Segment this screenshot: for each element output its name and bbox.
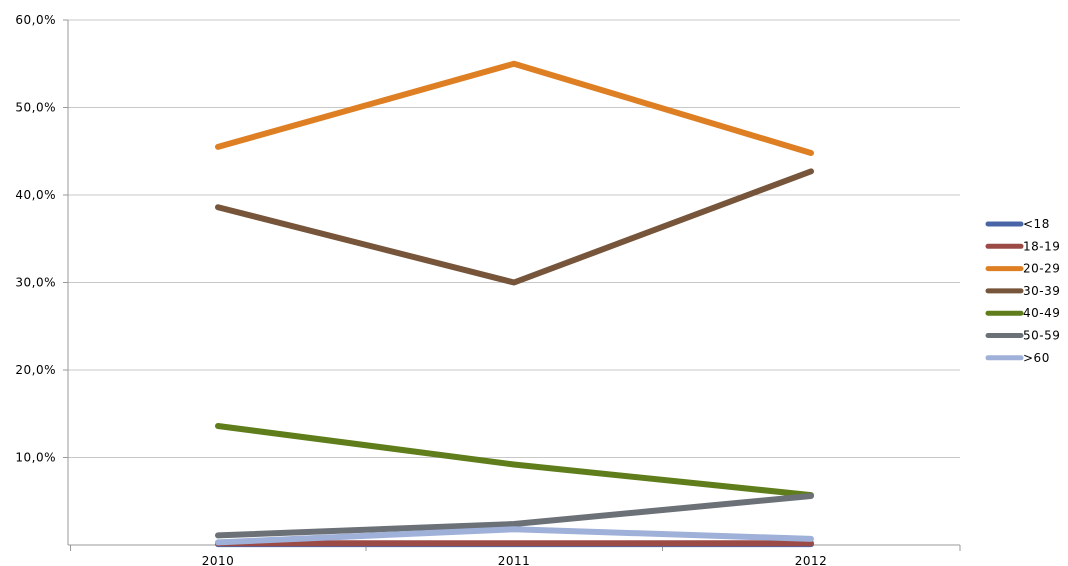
y-tick-label: 30,0% xyxy=(15,276,56,290)
x-axis-tick-labels: 2010 2011 2012 xyxy=(202,554,828,566)
x-tick-label: 2011 xyxy=(498,554,531,566)
legend-label: 20-29 xyxy=(1023,262,1060,276)
series-lines xyxy=(215,60,814,548)
x-tick-label: 2010 xyxy=(202,554,235,566)
y-tick-label: 60,0% xyxy=(15,13,56,27)
legend-label: <18 xyxy=(1023,217,1050,231)
series-line-4 xyxy=(215,423,814,499)
legend: <18 18-19 20-29 30-39 40-49 50-59 >60 xyxy=(985,217,1060,365)
legend-label: 40-49 xyxy=(1023,306,1060,320)
y-tick-label: 40,0% xyxy=(15,188,56,202)
legend-label: 30-39 xyxy=(1023,284,1060,298)
y-tick-label: 20,0% xyxy=(15,363,56,377)
y-axis-tick-labels: 10,0% 20,0% 30,0% 40,0% 50,0% 60,0% xyxy=(15,13,56,465)
y-tick-label: 10,0% xyxy=(15,451,56,465)
x-tick-label: 2012 xyxy=(795,554,828,566)
series-line-3 xyxy=(215,168,814,286)
series-line-6 xyxy=(215,526,814,546)
axes xyxy=(63,19,961,551)
grid-lines xyxy=(68,19,960,458)
series-line-2 xyxy=(215,60,814,156)
series-line-5 xyxy=(215,493,814,539)
legend-label: 18-19 xyxy=(1023,239,1060,253)
legend-label: >60 xyxy=(1023,351,1050,365)
legend-label: 50-59 xyxy=(1023,329,1060,343)
y-tick-label: 50,0% xyxy=(15,101,56,115)
